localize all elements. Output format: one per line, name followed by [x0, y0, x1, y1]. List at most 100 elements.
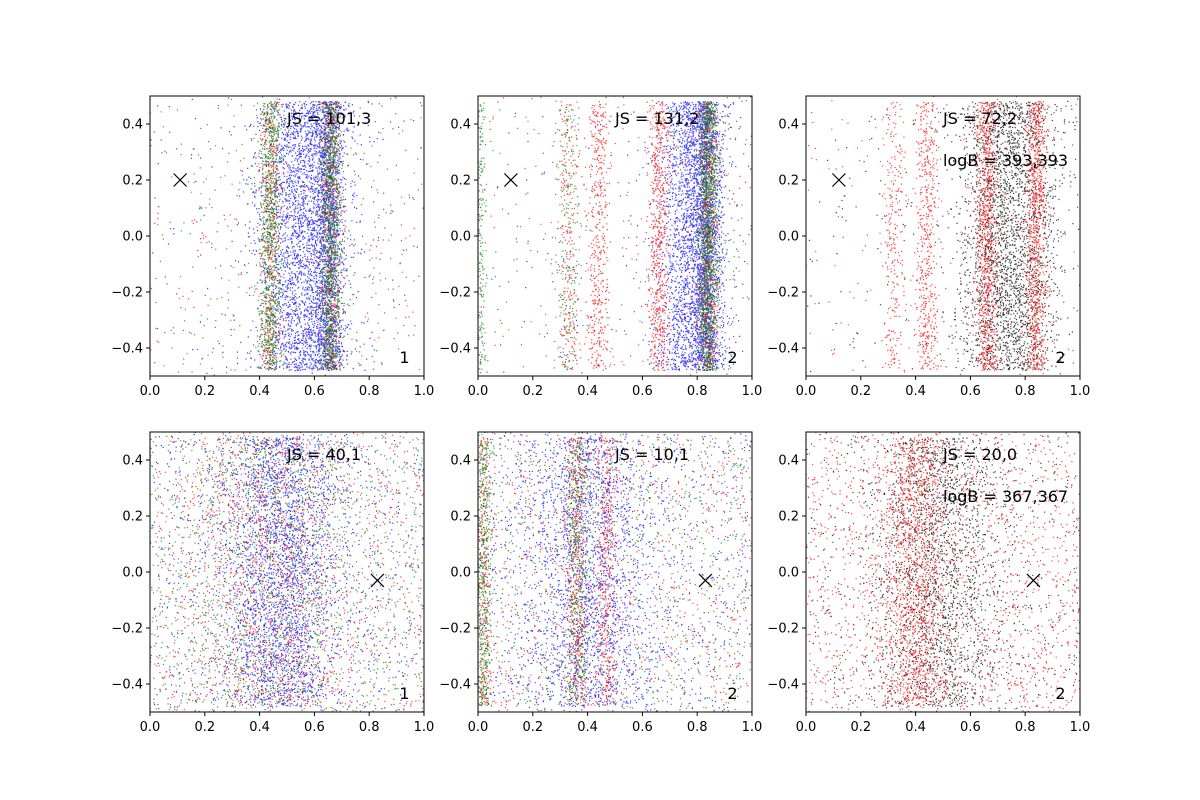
corner-label: 1 [399, 348, 409, 367]
series-blue [478, 97, 752, 374]
x-tick-label: 0.4 [905, 720, 926, 735]
series-points-red [480, 96, 752, 376]
y-tick-label: −0.2 [111, 286, 143, 301]
y-tick-label: 0.4 [778, 454, 799, 469]
scatter-points [150, 96, 424, 376]
series-green [155, 96, 422, 374]
x-tick-label: 0.6 [960, 384, 981, 399]
series-points-red [806, 432, 1080, 712]
x-tick-label: 0.0 [140, 384, 161, 399]
series-red [150, 432, 424, 712]
y-tick-label: 0.0 [122, 566, 143, 581]
js-annotation: JS = 101,3 [286, 109, 371, 128]
y-tick-label: 0.2 [450, 174, 471, 189]
series-points-red [807, 96, 1079, 375]
y-tick-label: 0.4 [122, 118, 143, 133]
x-tick-label: 1.0 [414, 384, 435, 399]
scatter-points [478, 432, 752, 712]
x-tick-label: 0.8 [359, 384, 380, 399]
x-tick-label: 0.2 [850, 720, 871, 735]
panel-4: 0.0 0.2 0.4 0.6 0.8 1.0 −0.4 −0.2 0.0 0.2 0.4 JS = … [111, 431, 434, 735]
scatter-points [150, 432, 424, 712]
x-tick-label: 0.8 [1015, 720, 1036, 735]
corner-label: 2 [1055, 348, 1065, 367]
x-tick-label: 1.0 [742, 384, 763, 399]
series-black [806, 98, 1080, 375]
js-annotation: JS = 72,2 [942, 109, 1017, 128]
y-tick-label: −0.2 [111, 622, 143, 637]
series-points-blue [478, 432, 752, 712]
x-tick-label: 0.2 [522, 384, 543, 399]
x-marker [503, 173, 518, 187]
x-tick-label: 0.0 [468, 720, 489, 735]
y-tick-label: −0.4 [111, 678, 143, 693]
y-tick-label: 0.0 [450, 566, 471, 581]
y-tick-label: −0.2 [767, 622, 799, 637]
x-marker [1026, 573, 1041, 588]
y-tick-label: −0.4 [111, 342, 143, 357]
series-points-blue [478, 97, 752, 374]
scatter-points [806, 96, 1080, 375]
x-tick-label: 0.0 [468, 384, 489, 399]
corner-label: 2 [727, 684, 737, 703]
x-tick-label: 0.4 [905, 384, 926, 399]
x-marker [831, 173, 846, 187]
y-tick-label: −0.4 [439, 342, 471, 357]
panel-5: 0.0 0.2 0.4 0.6 0.8 1.0 −0.4 −0.2 0.0 0.2 0.4 JS = … [439, 431, 763, 735]
series-points-blue [150, 432, 424, 712]
x-tick-label: 0.2 [850, 384, 871, 399]
x-tick-label: 0.8 [1015, 384, 1036, 399]
y-tick-label: 0.2 [778, 510, 799, 525]
x-tick-label: 0.4 [577, 384, 598, 399]
y-tick-label: 0.0 [778, 230, 799, 245]
y-tick-label: 0.4 [450, 118, 471, 133]
x-tick-label: 1.0 [1070, 720, 1091, 735]
x-marker [370, 573, 385, 588]
series-points-blue [150, 97, 423, 374]
logb-annotation: logB = 367,367 [943, 487, 1068, 506]
y-tick-label: 0.0 [450, 230, 471, 245]
y-tick-label: −0.2 [439, 286, 471, 301]
x-tick-label: 0.4 [249, 384, 270, 399]
y-tick-label: −0.4 [767, 342, 799, 357]
y-tick-label: −0.4 [439, 678, 471, 693]
x-tick-label: 0.2 [194, 384, 215, 399]
x-tick-label: 0.6 [632, 720, 653, 735]
x-tick-label: 0.6 [960, 720, 981, 735]
x-tick-label: 0.6 [632, 384, 653, 399]
x-marker [173, 173, 188, 187]
axes-frame [805, 431, 1081, 713]
y-tick-label: 0.0 [122, 230, 143, 245]
panel-2: 0.0 0.2 0.4 0.6 0.8 1.0 −0.4 −0.2 0.0 0.2 0.4 JS = … [439, 95, 763, 399]
y-tick-label: 0.4 [778, 118, 799, 133]
x-tick-label: 0.0 [796, 384, 817, 399]
x-tick-label: 0.4 [577, 720, 598, 735]
panel-1: 0.0 0.2 0.4 0.6 0.8 1.0 −0.4 −0.2 0.0 0.2 0.4 JS = … [111, 95, 434, 399]
x-tick-label: 1.0 [1070, 384, 1091, 399]
x-tick-label: 0.8 [687, 720, 708, 735]
js-annotation: JS = 20,0 [942, 445, 1017, 464]
scatter-points [806, 432, 1080, 712]
x-tick-label: 0.8 [687, 384, 708, 399]
corner-label: 2 [727, 348, 737, 367]
series-points-red [150, 432, 424, 712]
x-tick-label: 0.0 [140, 720, 161, 735]
js-annotation: JS = 131,2 [614, 109, 699, 128]
x-tick-label: 0.8 [359, 720, 380, 735]
series-green [478, 96, 752, 375]
series-blue [150, 97, 423, 374]
series-red [480, 96, 752, 376]
logb-annotation: logB = 393,393 [943, 151, 1068, 170]
x-tick-label: 0.6 [304, 384, 325, 399]
x-tick-label: 0.2 [522, 720, 543, 735]
x-tick-label: 1.0 [742, 720, 763, 735]
y-tick-label: 0.2 [450, 510, 471, 525]
series-red [806, 432, 1080, 712]
js-annotation: JS = 40,1 [286, 445, 361, 464]
x-tick-label: 0.0 [796, 720, 817, 735]
series-blue [478, 432, 752, 712]
y-tick-label: 0.2 [778, 174, 799, 189]
js-annotation: JS = 10,1 [614, 445, 689, 464]
corner-label: 1 [399, 684, 409, 703]
